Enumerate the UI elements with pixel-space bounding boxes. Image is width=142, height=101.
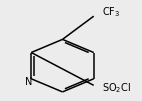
Text: SO$_2$Cl: SO$_2$Cl (102, 81, 131, 95)
Text: N: N (25, 77, 33, 87)
Text: CF$_3$: CF$_3$ (102, 5, 121, 18)
